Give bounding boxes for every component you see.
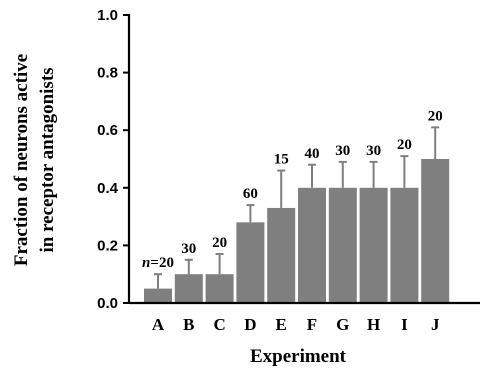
bar-G	[328, 187, 357, 303]
n-label-J: 20	[428, 108, 443, 124]
x-axis-title: Experiment	[250, 346, 347, 367]
bar-B	[174, 274, 203, 303]
y-tick-label-0.4: 0.4	[97, 180, 119, 197]
y-axis-title-line2: in receptor antagonists	[37, 67, 58, 252]
y-tick-label-0.2: 0.2	[97, 237, 118, 254]
bar-E	[267, 207, 296, 303]
n-label-C: 20	[212, 235, 227, 251]
n-label-F: 40	[305, 146, 320, 162]
bar-J	[421, 159, 450, 303]
n-label-E: 15	[274, 152, 289, 168]
bar-H	[359, 187, 388, 303]
x-tick-label-D: D	[244, 315, 256, 334]
n-label-I: 20	[397, 137, 412, 153]
bar-A	[144, 288, 172, 303]
x-tick-label-A: A	[152, 315, 165, 334]
y-tick-label-1.0: 1.0	[97, 7, 118, 24]
x-tick-label-B: B	[183, 315, 194, 334]
n-label-G: 30	[335, 143, 350, 159]
bar-D	[236, 222, 265, 303]
x-tick-label-C: C	[213, 315, 225, 334]
bar-C	[205, 274, 234, 303]
x-tick-label-F: F	[307, 315, 317, 334]
bar-F	[298, 187, 326, 303]
y-axis-title-line1: Fraction of neurons active	[11, 54, 32, 266]
y-tick-label-0.8: 0.8	[97, 65, 118, 82]
y-tick-label-0.0: 0.0	[97, 295, 118, 312]
x-tick-label-G: G	[336, 315, 349, 334]
x-tick-label-E: E	[276, 315, 287, 334]
x-tick-label-J: J	[431, 315, 440, 334]
y-tick-label-0.6: 0.6	[97, 122, 118, 139]
n-label-H: 30	[366, 143, 381, 159]
bar-I	[390, 187, 419, 303]
n-label-B: 30	[181, 241, 196, 257]
x-tick-label-H: H	[367, 315, 380, 334]
n-label-A: n=20	[142, 255, 174, 271]
n-label-D: 60	[243, 186, 258, 202]
x-tick-label-I: I	[401, 315, 408, 334]
